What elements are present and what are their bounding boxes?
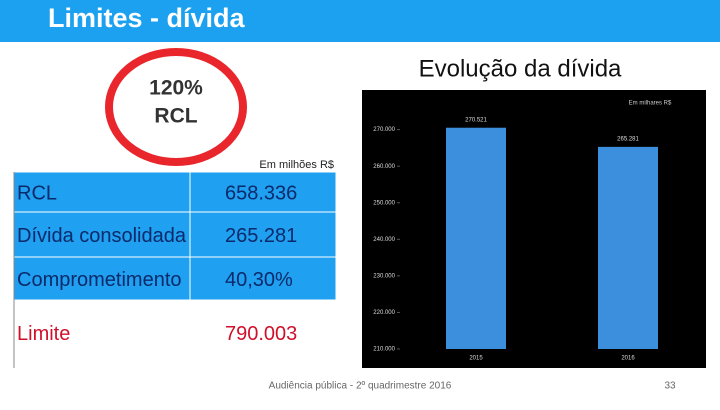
badge-line: RCL bbox=[154, 105, 197, 128]
y-tick-label: 260.000 bbox=[373, 164, 395, 170]
table-cell: Limite bbox=[17, 323, 70, 345]
y-tick-label: 250.000 bbox=[373, 200, 395, 206]
y-tick-label: 270.000 bbox=[373, 127, 395, 133]
value-label: 265.281 bbox=[617, 136, 639, 142]
value-label: 270.521 bbox=[465, 117, 487, 123]
y-tick-label: 220.000 bbox=[373, 310, 395, 316]
table-cell: Dívida consolidada bbox=[17, 225, 187, 247]
table-cell: Comprometimento bbox=[17, 269, 182, 291]
y-tick-label: 230.000 bbox=[373, 273, 395, 279]
badge-circle bbox=[105, 48, 247, 166]
y-tick-label: 240.000 bbox=[373, 237, 395, 243]
chart-subtitle: Em milhares R$ bbox=[629, 101, 672, 107]
table-cell: RCL bbox=[17, 182, 57, 204]
x-tick-label: 2016 bbox=[621, 356, 635, 362]
table-cell: 658.336 bbox=[225, 182, 297, 204]
x-tick-label: 2015 bbox=[469, 356, 483, 362]
header-bar bbox=[0, 0, 720, 42]
chart: 210.000 220.000 230.000 240.000 250.000 260.0… bbox=[373, 117, 658, 362]
table-row bbox=[13, 256, 337, 301]
footer-text: Audiência pública - 2º quadrimestre 2016 bbox=[269, 381, 452, 392]
table-unit: Em milhões R$ bbox=[259, 159, 334, 171]
bar bbox=[598, 146, 658, 349]
page-number: 33 bbox=[664, 381, 676, 392]
table-cell: 790.003 bbox=[225, 323, 297, 345]
bar bbox=[446, 127, 506, 349]
table-row bbox=[13, 211, 337, 258]
table-cell: 40,30% bbox=[225, 269, 293, 291]
table-cell: 265.281 bbox=[225, 225, 297, 247]
badge-line: 120% bbox=[149, 77, 203, 100]
slide-title: Limites - dívida bbox=[48, 3, 246, 33]
chart-title: Evolução da dívida bbox=[419, 55, 622, 82]
table: RCL 658.336 Dívida consolidada 265.281 Compr… bbox=[13, 171, 337, 368]
y-tick-label: 210.000 bbox=[373, 347, 395, 353]
